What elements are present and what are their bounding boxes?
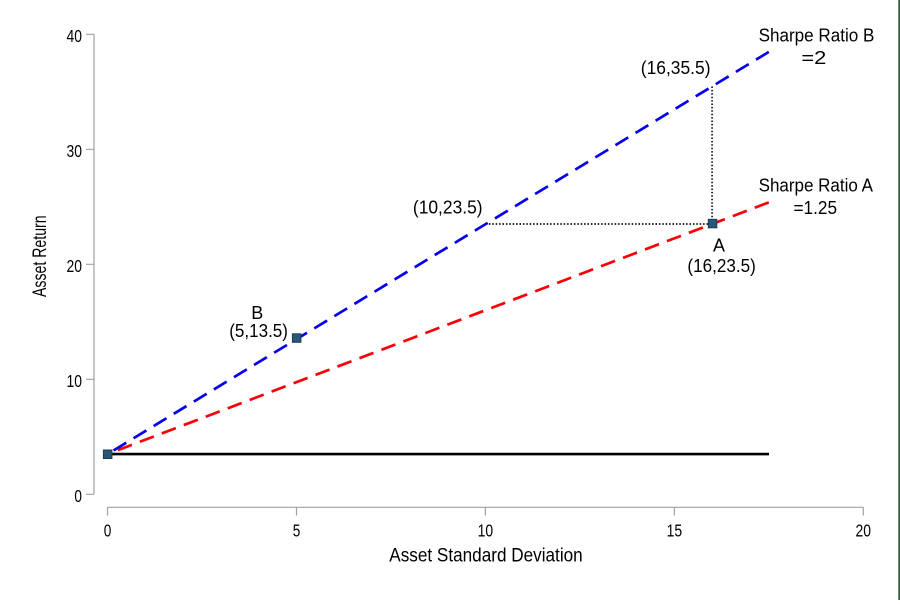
svg-text:30: 30 — [67, 141, 83, 161]
svg-text:10: 10 — [478, 520, 494, 540]
svg-text:0: 0 — [104, 520, 112, 540]
svg-text:B: B — [251, 303, 263, 323]
svg-text:10: 10 — [67, 371, 83, 391]
svg-text:(10,23.5): (10,23.5) — [413, 198, 483, 218]
svg-text:5: 5 — [293, 520, 301, 540]
svg-text:Sharpe Ratio A: Sharpe Ratio A — [759, 175, 873, 195]
svg-text:Sharpe Ratio B: Sharpe Ratio B — [759, 25, 875, 45]
svg-text:15: 15 — [667, 520, 683, 540]
svg-text:(5,13.5): (5,13.5) — [229, 321, 288, 341]
svg-text:Asset Return: Asset Return — [30, 215, 51, 297]
svg-text:20: 20 — [67, 256, 83, 276]
svg-text:(16,35.5): (16,35.5) — [641, 58, 711, 78]
svg-text:A: A — [713, 236, 725, 256]
svg-text:0: 0 — [74, 486, 82, 506]
svg-text:Asset Standard Deviation: Asset Standard Deviation — [389, 545, 582, 566]
svg-text:=1.25: =1.25 — [794, 198, 838, 218]
svg-text:=2: =2 — [801, 48, 826, 68]
svg-text:(16,23.5): (16,23.5) — [687, 256, 755, 276]
svg-text:40: 40 — [67, 26, 83, 46]
svg-text:20: 20 — [856, 520, 872, 540]
